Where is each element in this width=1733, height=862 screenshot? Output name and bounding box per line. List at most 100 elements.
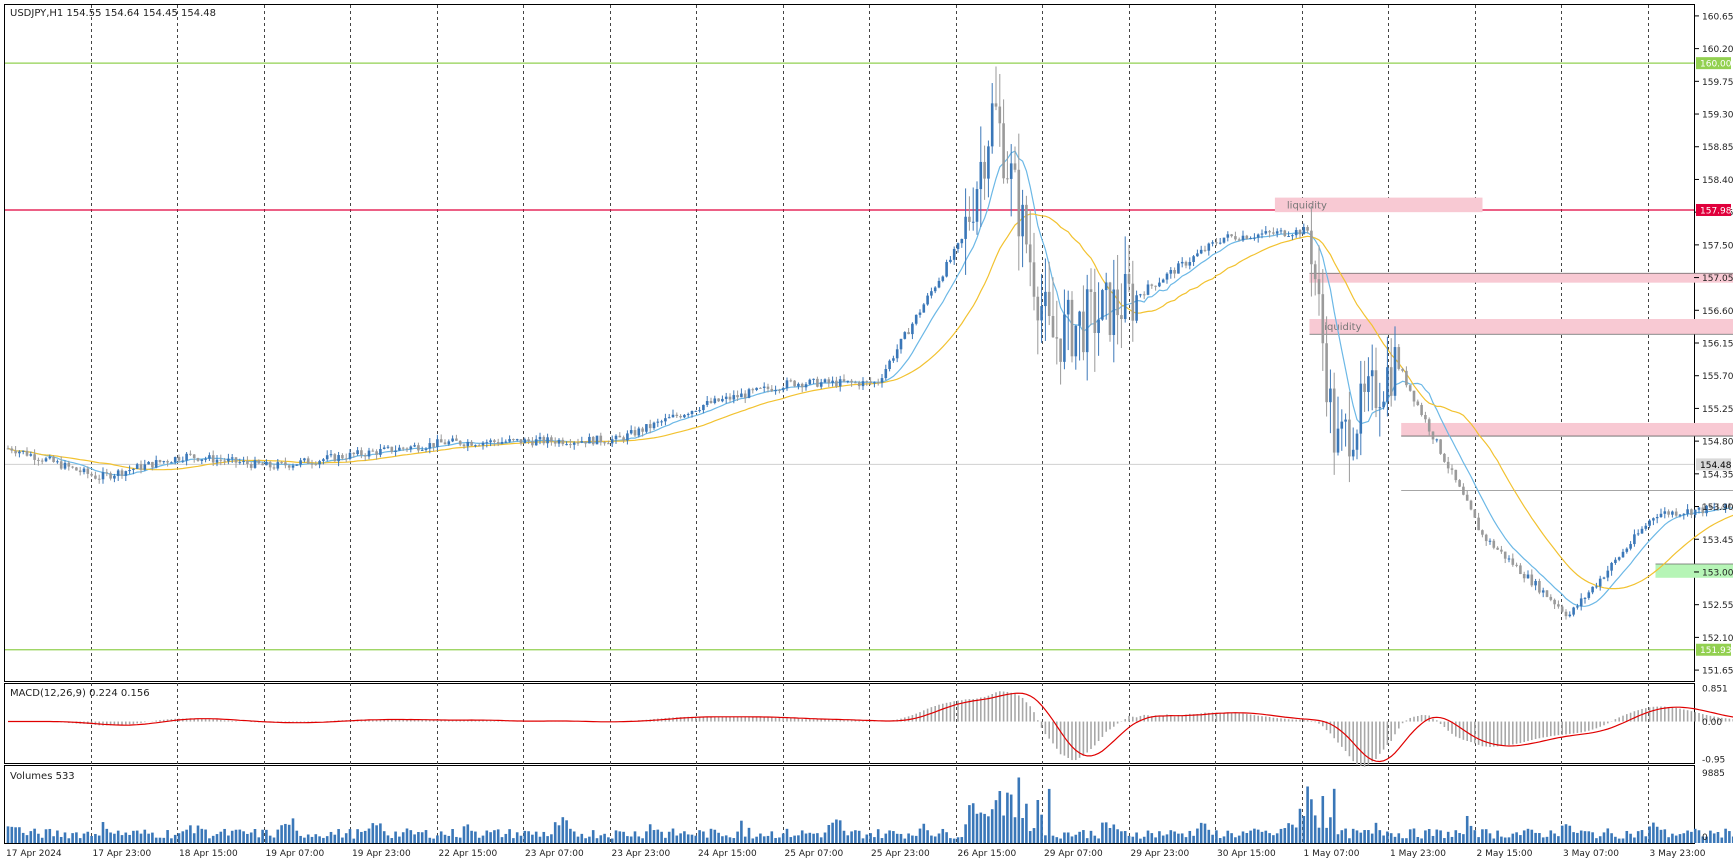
candle-body xyxy=(1268,231,1271,233)
volume-bar xyxy=(515,832,519,843)
candle-body xyxy=(14,450,17,454)
volume-bar xyxy=(1655,826,1659,843)
candle-body xyxy=(542,436,546,444)
candle-body xyxy=(1545,590,1549,597)
candle-body xyxy=(1249,237,1252,240)
candle-body xyxy=(1454,469,1458,481)
candle-body xyxy=(78,470,82,473)
volume-bar xyxy=(329,831,333,843)
time-label: 30 Apr 15:00 xyxy=(1217,849,1276,859)
candle-body xyxy=(1283,230,1287,237)
candle-body xyxy=(854,382,857,384)
candle-body xyxy=(1397,347,1401,369)
candle-body xyxy=(97,478,101,480)
zone-box[interactable] xyxy=(1309,319,1733,335)
y-tick-label: 155.25 xyxy=(1702,405,1733,415)
zone-box[interactable] xyxy=(1401,422,1733,437)
volume-bar xyxy=(671,828,675,843)
volume-bar xyxy=(1264,830,1268,843)
volume-bar xyxy=(379,823,382,843)
macd-pane[interactable] xyxy=(4,683,1695,764)
candle-body xyxy=(838,379,842,387)
volume-bar xyxy=(470,830,473,843)
volume-bar xyxy=(1272,835,1275,843)
candle-body xyxy=(1192,256,1195,262)
candle-body xyxy=(1659,513,1663,518)
volume-bar xyxy=(21,832,25,843)
volume-bar xyxy=(56,830,59,843)
volume-bar xyxy=(284,823,287,843)
candle-body xyxy=(177,457,181,461)
y-tick-label: 153.90 xyxy=(1702,503,1733,513)
candle-body xyxy=(1344,419,1347,422)
volume-bar xyxy=(1625,830,1629,843)
candle-body xyxy=(481,442,485,446)
volume-bar xyxy=(1196,828,1199,843)
volume-bar xyxy=(1560,825,1564,843)
candle-body xyxy=(246,460,249,465)
candle-body xyxy=(998,106,1002,124)
volume-bar xyxy=(899,833,903,843)
volume-bar xyxy=(778,837,781,843)
candle-body xyxy=(1705,505,1708,514)
candle-body xyxy=(1382,401,1385,408)
time-label: 19 Apr 23:00 xyxy=(352,849,411,859)
volume-bar xyxy=(177,833,181,843)
candle-body xyxy=(493,440,496,443)
volume-bar xyxy=(59,836,63,843)
candle-body xyxy=(1625,548,1629,552)
volume-bar xyxy=(1458,832,1461,843)
candle-body xyxy=(1560,606,1564,612)
candle-body xyxy=(1279,230,1283,232)
volume-bar xyxy=(994,800,998,843)
candle-body xyxy=(1116,289,1119,316)
candle-body xyxy=(629,430,633,434)
candle-body xyxy=(888,360,891,370)
volume-bar xyxy=(481,835,485,843)
time-label: 3 May 07:00 xyxy=(1563,849,1619,859)
candle-body xyxy=(736,395,739,398)
volume-bar xyxy=(1412,828,1416,843)
candle-body xyxy=(1063,314,1066,362)
candle-body xyxy=(557,439,561,444)
candle-body xyxy=(59,461,63,469)
candle-body xyxy=(1325,343,1328,403)
volume-bar xyxy=(918,828,922,843)
candle-body xyxy=(120,470,124,476)
candle-body xyxy=(1538,580,1541,593)
volume-bar xyxy=(447,835,451,843)
volume-bar xyxy=(249,832,253,843)
candle-body xyxy=(709,401,713,404)
candle-body xyxy=(561,439,565,445)
volume-bar xyxy=(1534,832,1537,843)
volume-bar xyxy=(1268,833,1271,843)
volume-bar xyxy=(1249,830,1252,843)
candle-body xyxy=(6,448,10,450)
volume-bar xyxy=(1538,833,1541,843)
volume-bar xyxy=(857,830,861,843)
zone-box[interactable] xyxy=(1309,273,1733,283)
main-chart-pane[interactable] xyxy=(4,4,1695,682)
volume-bar xyxy=(443,834,447,843)
candle-body xyxy=(565,444,568,446)
candle-body xyxy=(208,455,211,459)
candle-body xyxy=(185,453,188,461)
volume-bar xyxy=(367,828,371,843)
zone-label: liquidity xyxy=(1322,322,1362,333)
volume-bar xyxy=(1351,828,1355,843)
volume-bar xyxy=(873,837,876,843)
volume-bar xyxy=(398,836,401,843)
volume-bar xyxy=(1576,832,1579,843)
zone-box[interactable] xyxy=(1274,197,1483,213)
volume-bar xyxy=(850,831,853,843)
zone-box[interactable] xyxy=(1655,563,1733,578)
volume-bar xyxy=(888,830,891,843)
volume-bar xyxy=(1724,828,1727,843)
volume-bar xyxy=(690,834,694,843)
candle-body xyxy=(686,414,690,416)
candle-body xyxy=(816,378,819,387)
volume-bar xyxy=(139,833,143,843)
volume-bar xyxy=(166,830,169,843)
candle-body xyxy=(200,459,204,461)
